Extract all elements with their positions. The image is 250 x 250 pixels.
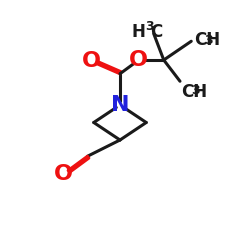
- Text: C: C: [150, 23, 162, 41]
- Text: O: O: [82, 51, 101, 71]
- Text: 3: 3: [146, 20, 154, 33]
- Text: 3: 3: [204, 34, 212, 48]
- Text: H: H: [131, 23, 145, 41]
- Text: CH: CH: [181, 83, 208, 101]
- Text: O: O: [54, 164, 73, 184]
- Text: CH: CH: [194, 31, 220, 49]
- Text: 3: 3: [191, 84, 200, 98]
- Text: N: N: [111, 95, 129, 115]
- Text: O: O: [129, 50, 148, 70]
